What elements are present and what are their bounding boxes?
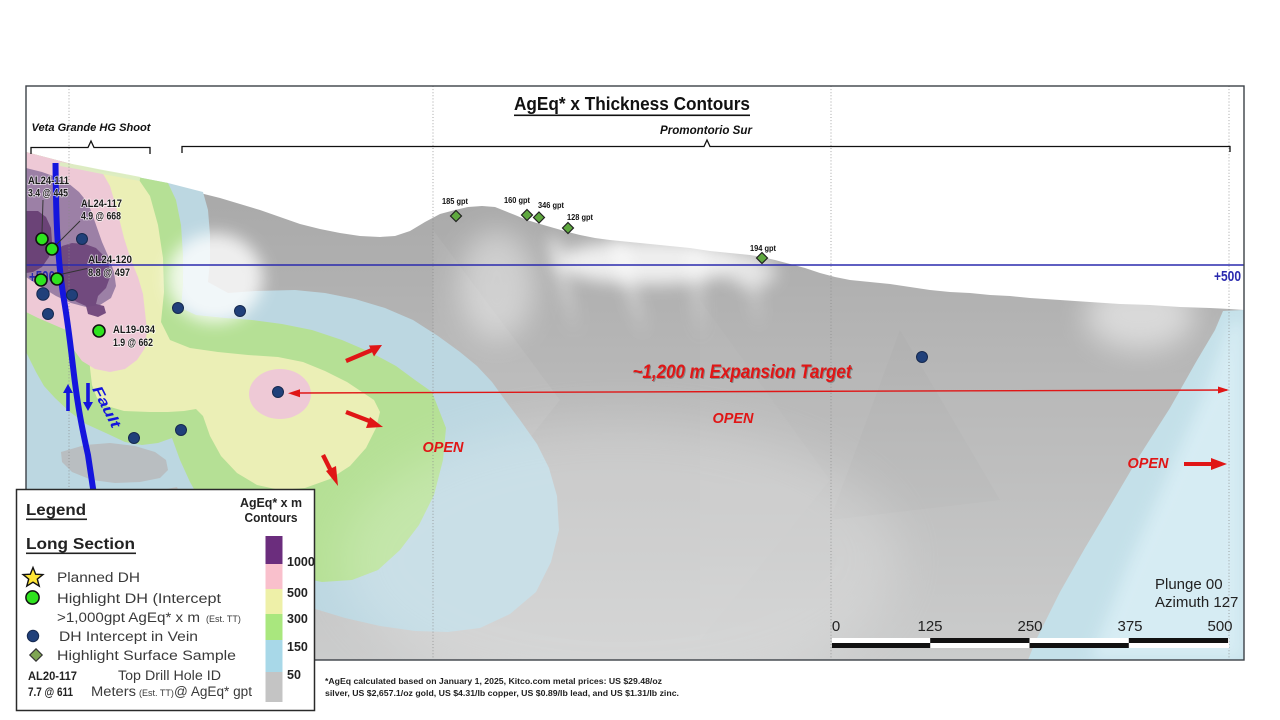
svg-text:~1,200 m Expansion Target: ~1,200 m Expansion Target: [634, 363, 854, 384]
svg-text:Contours: Contours: [245, 510, 298, 525]
svg-text:50: 50: [287, 668, 301, 682]
svg-text:>1,000gpt AgEq* x m: >1,000gpt AgEq* x m: [57, 610, 200, 625]
svg-text:160 gpt: 160 gpt: [504, 195, 530, 205]
svg-text:AgEq* x m: AgEq* x m: [240, 495, 302, 510]
svg-text:Legend: Legend: [26, 502, 86, 519]
svg-text:300: 300: [287, 612, 308, 626]
svg-text:OPEN: OPEN: [1128, 455, 1170, 472]
svg-text:150: 150: [287, 640, 308, 654]
svg-text:silver, US $2,657.1/oz gold, U: silver, US $2,657.1/oz gold, US $4.31/lb…: [325, 688, 679, 698]
svg-text:+500: +500: [1214, 268, 1241, 285]
svg-text:8.8 @ 497: 8.8 @ 497: [88, 267, 130, 279]
svg-text:~1,200 m Expansion Target: ~1,200 m Expansion Target: [633, 362, 853, 383]
svg-text:346 gpt: 346 gpt: [538, 200, 564, 210]
svg-text:Highlight Surface Sample: Highlight Surface Sample: [57, 648, 236, 663]
svg-text:7.7 @ 611: 7.7 @ 611: [28, 687, 74, 699]
svg-text:AL24-117: AL24-117: [81, 198, 122, 210]
svg-text:Azimuth 127: Azimuth 127: [1155, 594, 1238, 611]
svg-text:3.4 @ 445: 3.4 @ 445: [28, 188, 68, 200]
svg-text:AL24-111: AL24-111: [28, 175, 69, 187]
svg-text:Veta Grande HG Shoot: Veta Grande HG Shoot: [32, 122, 152, 134]
svg-text:Long Section: Long Section: [26, 536, 135, 553]
svg-text:AL19-034: AL19-034: [113, 324, 156, 336]
svg-text:OPEN: OPEN: [423, 439, 465, 456]
svg-text:1000: 1000: [287, 555, 315, 569]
svg-text:(Est. TT): (Est. TT): [206, 614, 241, 624]
svg-text:375: 375: [1117, 618, 1142, 635]
svg-text:(Est. TT): (Est. TT): [139, 688, 174, 698]
svg-text:Top Drill Hole ID: Top Drill Hole ID: [118, 668, 221, 683]
svg-text:185 gpt: 185 gpt: [442, 196, 468, 206]
svg-text:500: 500: [1207, 618, 1232, 635]
svg-text:Highlight DH (Intercept: Highlight DH (Intercept: [57, 591, 221, 606]
svg-text:Plunge 00: Plunge 00: [1155, 576, 1223, 593]
svg-text:250: 250: [1017, 618, 1042, 635]
svg-text:Planned DH: Planned DH: [57, 570, 140, 585]
svg-text:Promontorio Sur: Promontorio Sur: [660, 125, 753, 137]
svg-text:AL24-120: AL24-120: [88, 254, 132, 266]
svg-text:OPEN: OPEN: [713, 410, 755, 427]
svg-text:128 gpt: 128 gpt: [567, 212, 593, 222]
svg-text:AgEq* x Thickness Contours: AgEq* x Thickness Contours: [514, 93, 750, 114]
svg-text:AL20-117: AL20-117: [28, 671, 77, 683]
svg-text:DH Intercept in Vein: DH Intercept in Vein: [59, 629, 198, 644]
svg-text:194 gpt: 194 gpt: [750, 243, 776, 253]
svg-text:125: 125: [917, 618, 942, 635]
svg-text:0: 0: [832, 618, 840, 635]
svg-text:@ AgEq* gpt: @ AgEq* gpt: [174, 684, 252, 699]
svg-text:500: 500: [287, 586, 308, 600]
svg-text:*AgEq calculated based on Janu: *AgEq calculated based on January 1, 202…: [325, 676, 662, 686]
svg-text:1.9 @ 662: 1.9 @ 662: [113, 337, 153, 349]
svg-text:4.9 @ 668: 4.9 @ 668: [81, 211, 121, 223]
svg-text:Meters: Meters: [91, 684, 136, 699]
